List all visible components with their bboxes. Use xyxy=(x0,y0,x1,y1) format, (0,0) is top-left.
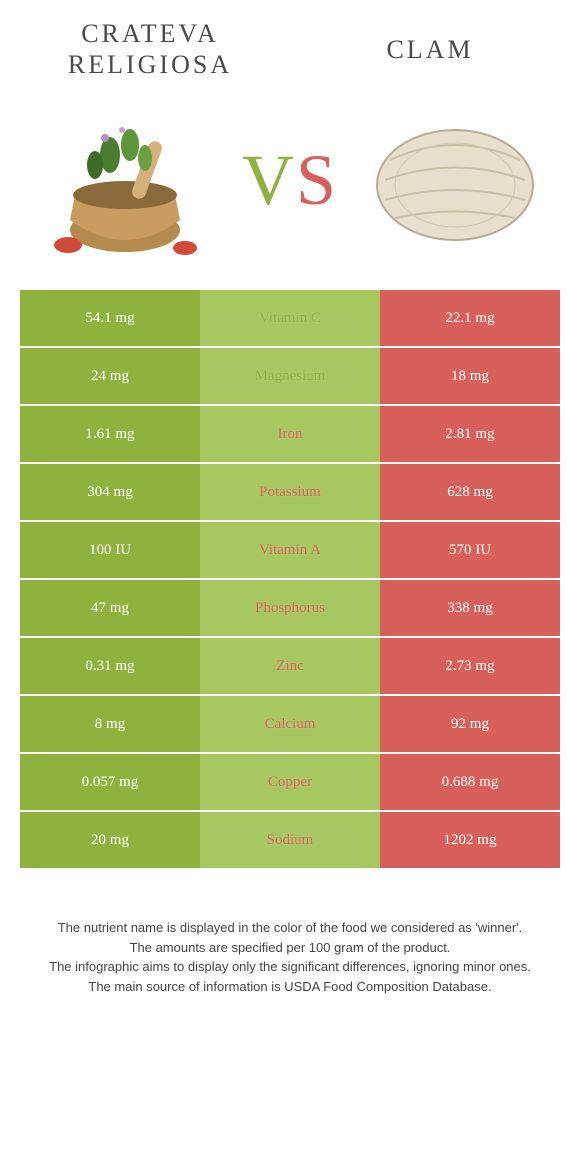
right-value: 92 mg xyxy=(380,696,560,752)
nutrient-label: Calcium xyxy=(200,696,380,752)
table-row: 0.31 mgZinc2.73 mg xyxy=(20,638,560,694)
nutrient-label: Zinc xyxy=(200,638,380,694)
table-row: 24 mgMagnesium18 mg xyxy=(20,348,560,404)
right-value: 0.688 mg xyxy=(380,754,560,810)
food-left-image xyxy=(30,100,220,260)
footnote-line: The main source of information is USDA F… xyxy=(30,977,550,997)
nutrient-label: Phosphorus xyxy=(200,580,380,636)
table-row: 8 mgCalcium92 mg xyxy=(20,696,560,752)
images-row: VS xyxy=(0,90,580,290)
right-value: 338 mg xyxy=(380,580,560,636)
vs-s: S xyxy=(296,140,338,220)
nutrient-label: Copper xyxy=(200,754,380,810)
food-right-title: CLAM xyxy=(320,34,540,65)
left-value: 100 IU xyxy=(20,522,200,578)
nutrient-label: Iron xyxy=(200,406,380,462)
left-value: 8 mg xyxy=(20,696,200,752)
nutrient-label: Vitamin C xyxy=(200,290,380,346)
table-row: 54.1 mgVitamin C22.1 mg xyxy=(20,290,560,346)
right-value: 2.73 mg xyxy=(380,638,560,694)
table-row: 20 mgSodium1202 mg xyxy=(20,812,560,868)
footnote-line: The amounts are specified per 100 gram o… xyxy=(30,938,550,958)
right-value: 570 IU xyxy=(380,522,560,578)
left-value: 20 mg xyxy=(20,812,200,868)
left-value: 54.1 mg xyxy=(20,290,200,346)
table-row: 304 mgPotassium628 mg xyxy=(20,464,560,520)
nutrient-label: Sodium xyxy=(200,812,380,868)
vs-v: V xyxy=(242,140,296,220)
table-row: 1.61 mgIron2.81 mg xyxy=(20,406,560,462)
footnotes: The nutrient name is displayed in the co… xyxy=(30,918,550,996)
table-row: 0.057 mgCopper0.688 mg xyxy=(20,754,560,810)
table-row: 47 mgPhosphorus338 mg xyxy=(20,580,560,636)
right-value: 18 mg xyxy=(380,348,560,404)
footnote-line: The infographic aims to display only the… xyxy=(30,957,550,977)
header: CRATEVA RELIGIOSA CLAM xyxy=(0,0,580,90)
footnote-line: The nutrient name is displayed in the co… xyxy=(30,918,550,938)
food-right-image xyxy=(360,100,550,260)
left-value: 304 mg xyxy=(20,464,200,520)
nutrient-label: Potassium xyxy=(200,464,380,520)
right-value: 1202 mg xyxy=(380,812,560,868)
left-value: 0.057 mg xyxy=(20,754,200,810)
table-row: 100 IUVitamin A570 IU xyxy=(20,522,560,578)
vs-label: VS xyxy=(242,139,338,222)
right-value: 22.1 mg xyxy=(380,290,560,346)
right-value: 2.81 mg xyxy=(380,406,560,462)
left-value: 47 mg xyxy=(20,580,200,636)
left-value: 1.61 mg xyxy=(20,406,200,462)
nutrient-table: 54.1 mgVitamin C22.1 mg24 mgMagnesium18 … xyxy=(20,290,560,868)
nutrient-label: Magnesium xyxy=(200,348,380,404)
right-value: 628 mg xyxy=(380,464,560,520)
left-value: 0.31 mg xyxy=(20,638,200,694)
food-left-title: CRATEVA RELIGIOSA xyxy=(40,18,260,80)
nutrient-label: Vitamin A xyxy=(200,522,380,578)
left-value: 24 mg xyxy=(20,348,200,404)
